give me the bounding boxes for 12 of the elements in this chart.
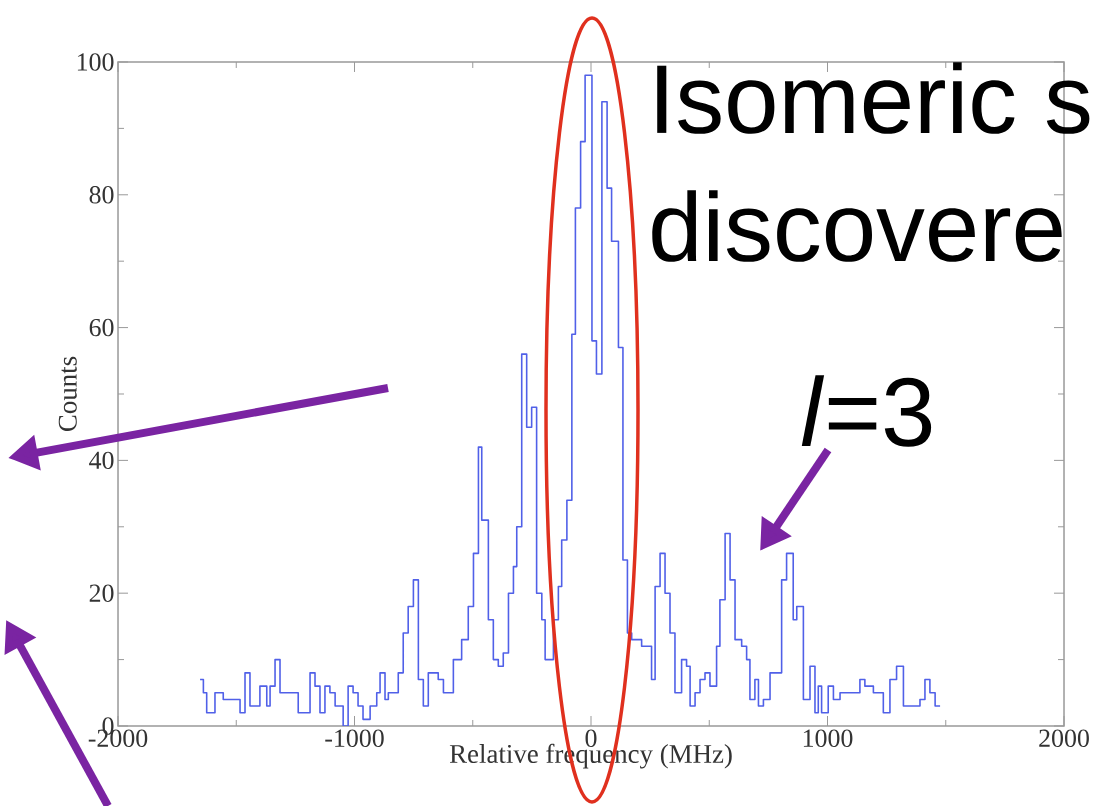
y-tick-label: 60 bbox=[89, 318, 114, 337]
y-axis-title: Counts bbox=[58, 356, 77, 431]
y-tick-label: 100 bbox=[77, 53, 114, 71]
y-tick-label: 40 bbox=[89, 451, 114, 470]
annotation: discovere bbox=[652, 190, 1062, 262]
annotation: Isomeric s bbox=[657, 62, 1090, 134]
x-tick-label: 1000 bbox=[803, 729, 853, 747]
x-tick-label: 2000 bbox=[1039, 729, 1089, 747]
y-tick-label: 20 bbox=[89, 584, 114, 602]
y-tick-label: 80 bbox=[89, 186, 114, 204]
annotation: l=3 bbox=[801, 375, 932, 447]
x-tick-label: -1000 bbox=[325, 729, 384, 747]
